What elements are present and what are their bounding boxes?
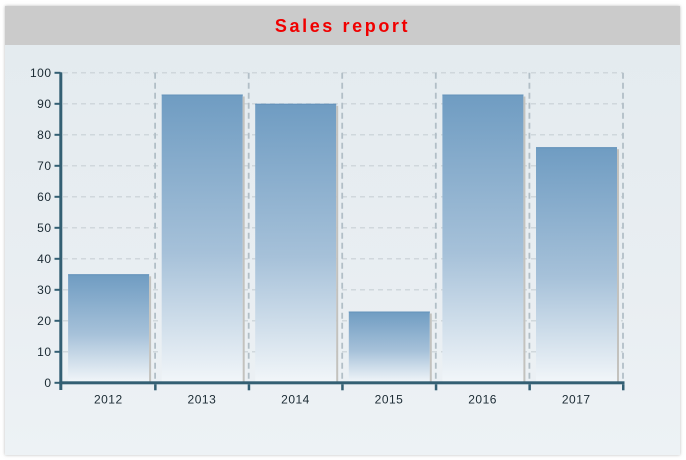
svg-text:60: 60 xyxy=(37,190,51,204)
svg-text:2014: 2014 xyxy=(281,392,310,406)
svg-text:80: 80 xyxy=(37,128,51,142)
svg-text:100: 100 xyxy=(30,66,52,80)
svg-text:2013: 2013 xyxy=(188,392,217,406)
svg-text:0: 0 xyxy=(44,376,51,390)
svg-text:90: 90 xyxy=(37,97,51,111)
svg-text:10: 10 xyxy=(37,345,51,359)
svg-text:2015: 2015 xyxy=(375,392,404,406)
svg-text:30: 30 xyxy=(37,283,51,297)
svg-text:2012: 2012 xyxy=(94,392,123,406)
svg-text:50: 50 xyxy=(37,221,51,235)
svg-text:20: 20 xyxy=(37,314,51,328)
svg-text:2017: 2017 xyxy=(562,392,591,406)
svg-text:40: 40 xyxy=(37,252,51,266)
svg-text:70: 70 xyxy=(37,159,51,173)
svg-text:2016: 2016 xyxy=(468,392,497,406)
